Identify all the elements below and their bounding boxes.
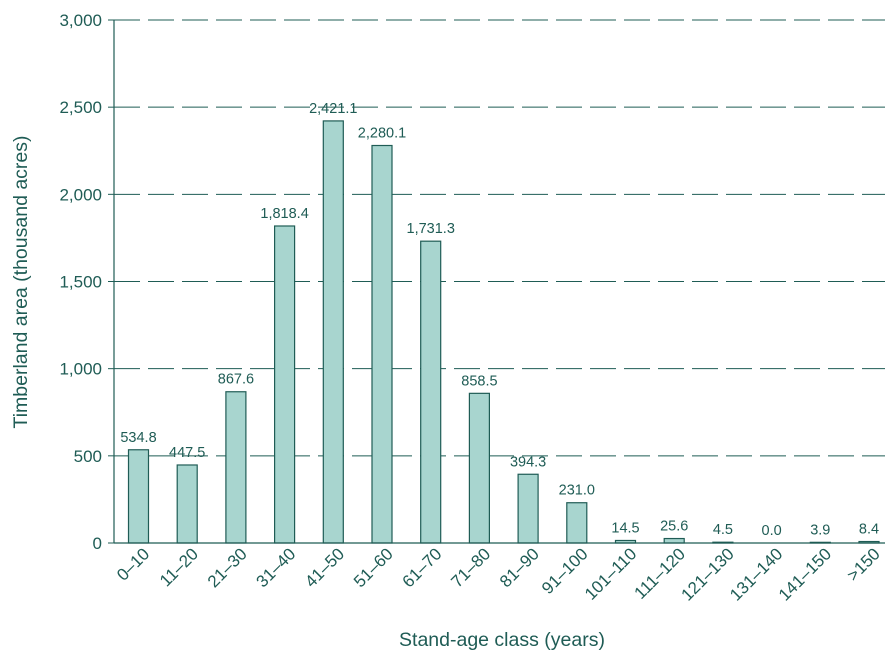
y-tick-label: 2,000 (59, 185, 102, 204)
data-label: 4.5 (713, 522, 733, 538)
data-label: 534.8 (120, 430, 156, 446)
x-tick-labels: 0–10 11–20 21–30 31–40 41–50 51–60 61–70 71–80 8… (113, 544, 884, 604)
data-label: 867.6 (218, 372, 254, 388)
data-label: 394.3 (510, 454, 546, 470)
bar (274, 225, 296, 544)
data-label: 1,731.3 (407, 221, 455, 237)
y-tick-label: 0 (93, 534, 102, 553)
axes (113, 20, 885, 544)
y-tick-label: 1,500 (59, 273, 102, 292)
bar (322, 120, 344, 544)
x-tick-label: 31–40 (253, 544, 300, 591)
data-label: 14.5 (611, 520, 639, 536)
data-labels: 534.8 447.5 867.6 1,818.4 2,421.12,280.1 1,73… (120, 101, 879, 539)
bar (225, 391, 247, 544)
x-tick-label: 0–10 (113, 544, 153, 584)
x-tick-label: 41–50 (301, 544, 348, 591)
data-label: 3.9 (810, 522, 830, 538)
y-tick-label: 2,500 (59, 98, 102, 117)
x-tick-label: >150 (843, 544, 884, 585)
bar (468, 392, 490, 544)
data-label: 2,280.1 (358, 126, 406, 142)
x-tick-label: 11–20 (156, 544, 202, 590)
y-tick-label: 500 (74, 447, 102, 466)
bar (517, 473, 539, 544)
x-tick-label: 121–130 (677, 544, 737, 604)
data-label: 231.0 (559, 483, 595, 499)
x-tick-label: 71–80 (447, 544, 494, 591)
data-label: 25.6 (660, 519, 688, 535)
data-label: 858.5 (461, 373, 497, 389)
data-label: 447.5 (169, 445, 205, 461)
x-tick-label: 51–60 (350, 544, 397, 591)
x-axis-title: Stand-age class (years) (399, 629, 605, 651)
x-tick-label: 131–140 (726, 544, 786, 604)
data-label: 2,421.1 (309, 101, 357, 117)
bars (127, 120, 880, 544)
y-axis-title: Timberland area (thousand acres) (10, 135, 32, 428)
data-label: 8.4 (859, 522, 879, 538)
x-tick-label: 141–150 (775, 544, 835, 604)
gridlines (114, 19, 885, 457)
y-tick-labels: 0 500 1,000 1,500 2,000 2,500 3,000 (59, 11, 114, 553)
bar (371, 144, 393, 544)
y-tick-label: 1,000 (59, 360, 102, 379)
x-tick-label: 101–110 (581, 544, 640, 603)
bar (176, 464, 198, 544)
y-tick-label: 3,000 (59, 11, 102, 30)
x-tick-label: 21–30 (204, 544, 251, 591)
bar (566, 502, 588, 544)
bar (663, 537, 685, 544)
bar (127, 449, 150, 544)
x-tick-label: 61–70 (399, 544, 446, 591)
x-tick-label: 81–90 (496, 544, 543, 591)
data-label: 1,818.4 (260, 206, 308, 222)
bar (420, 240, 442, 544)
data-label: 0.0 (762, 523, 782, 539)
